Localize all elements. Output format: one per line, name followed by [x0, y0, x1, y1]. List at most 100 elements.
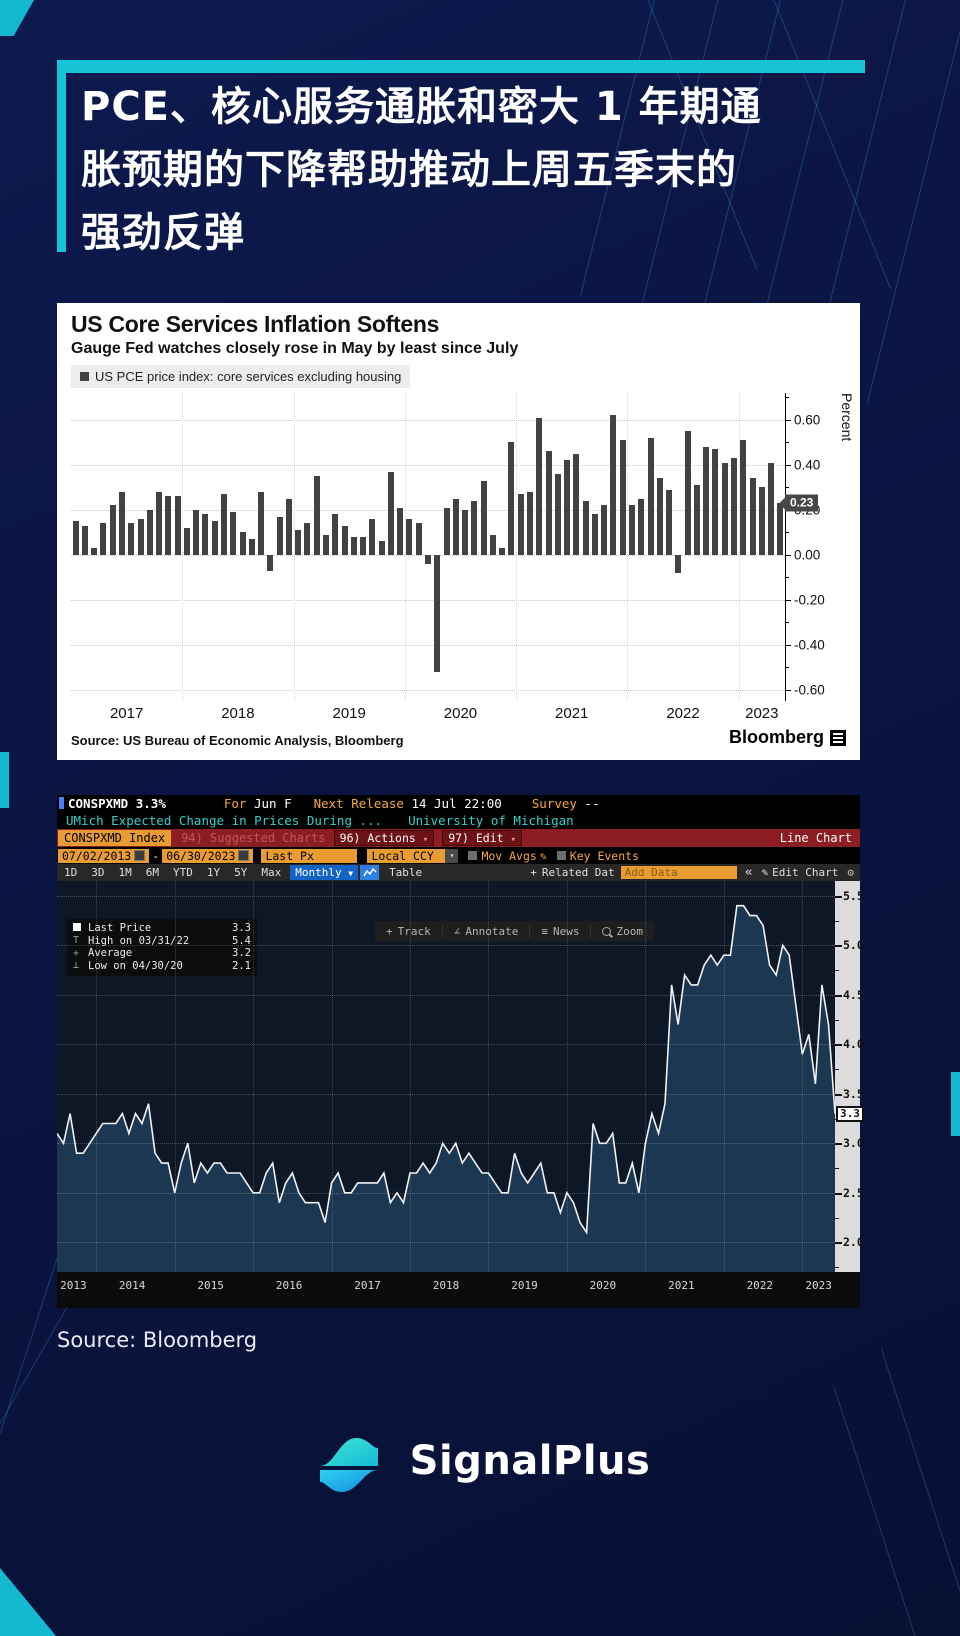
line-chart-icon[interactable] — [360, 865, 380, 880]
bar — [128, 523, 135, 555]
terminal-menubar: CONSPXMD Index 94) Suggested Charts 96) … — [57, 829, 860, 847]
pencil-icon[interactable]: ✎ — [539, 848, 547, 863]
pce-chart-card: US Core Services Inflation Softens Gauge… — [57, 303, 860, 760]
y-axis-label: 4.5 — [843, 987, 864, 1002]
tick-mark — [835, 895, 842, 898]
gridline — [488, 881, 490, 1272]
y-axis-label: 0.00 — [794, 547, 821, 563]
date-from-field[interactable]: 07/02/2013 — [58, 848, 150, 863]
bar — [693, 485, 700, 555]
related-data-label[interactable]: Related Dat — [541, 866, 615, 879]
y-axis-title: Percent — [839, 393, 855, 442]
bar — [248, 539, 255, 555]
collapse-button[interactable]: « — [744, 865, 753, 880]
bar — [508, 442, 515, 555]
bar — [462, 509, 469, 555]
headline-accent-left — [57, 60, 66, 252]
tick-mark — [835, 1044, 842, 1047]
calendar-icon[interactable] — [134, 850, 146, 861]
gridline — [71, 464, 785, 466]
y-axis-label: 2.5 — [843, 1185, 864, 1200]
news-tool[interactable]: ≡ News — [529, 924, 590, 938]
tick-mark — [835, 1143, 842, 1146]
gridline — [57, 1044, 835, 1046]
edit-menu[interactable]: 97) Edit ▾ — [442, 830, 522, 846]
bloomberg-label: Bloomberg — [728, 727, 824, 747]
series-node-icon — [73, 922, 88, 934]
period-3d[interactable]: 3D — [91, 866, 105, 879]
bar — [341, 525, 348, 555]
currency-field[interactable]: Local CCY — [367, 848, 446, 863]
cursor-mark-icon — [59, 797, 64, 809]
gridline — [566, 881, 568, 1272]
track-tool[interactable]: + Track — [386, 924, 431, 938]
period-1m[interactable]: 1M — [118, 866, 132, 879]
bar — [211, 521, 218, 555]
calendar-icon[interactable] — [238, 850, 250, 861]
period-1y[interactable]: 1Y — [206, 866, 221, 879]
terminal-description-row: UMich Expected Change in Prices During .… — [57, 812, 860, 829]
gridline — [57, 1242, 835, 1244]
table-button[interactable]: Table — [389, 866, 423, 879]
tick-mark — [835, 1267, 839, 1269]
decor-accent — [951, 1072, 960, 1136]
bloomberg-logo-icon — [830, 729, 846, 746]
period-ytd[interactable]: YTD — [173, 866, 193, 879]
zoom-tool[interactable]: Zoom — [590, 924, 654, 938]
low-marker-icon: ⊥ — [73, 960, 80, 972]
edit-chart-button[interactable]: Edit Chart — [772, 866, 839, 879]
bar — [573, 453, 580, 555]
x-axis-label: 2020 — [589, 1279, 617, 1292]
price-field[interactable]: Last Px — [261, 848, 358, 863]
key-events-checkbox[interactable] — [556, 851, 566, 860]
security-field[interactable]: CONSPXMD Index — [58, 830, 172, 846]
actions-menu[interactable]: 96) Actions ▾ — [333, 830, 435, 846]
bar — [156, 491, 163, 555]
bar — [350, 536, 357, 555]
for-value: Jun F — [253, 796, 292, 811]
gridline — [645, 881, 647, 1272]
period-1d[interactable]: 1D — [64, 866, 78, 879]
add-data-input[interactable] — [620, 866, 737, 879]
pce-x-axis: 2017 2018 2019 2020 2021 2022 2023 — [71, 705, 785, 723]
suggested-charts-menu[interactable]: 94) Suggested Charts — [181, 831, 326, 845]
y-axis-label: 5.5 — [843, 888, 864, 903]
bar — [499, 548, 506, 555]
tick-mark — [785, 689, 789, 691]
annotate-tool[interactable]: ∠ Annotate — [441, 924, 530, 938]
gridline — [404, 393, 406, 701]
legend-label: US PCE price index: core services exclud… — [95, 369, 402, 384]
x-axis-label: 2022 — [666, 705, 700, 722]
chevron-down-icon: ▾ — [422, 835, 429, 845]
chart-subtitle: Gauge Fed watches closely rose in May by… — [71, 340, 519, 357]
chart-source: Source: US Bureau of Economic Analysis, … — [71, 733, 404, 748]
bar — [471, 500, 478, 555]
frequency-dropdown[interactable]: Monthly ▼ — [290, 865, 359, 880]
period-5y[interactable]: 5Y — [234, 866, 248, 879]
gridline — [71, 419, 785, 421]
gridline — [516, 393, 518, 701]
period-6m[interactable]: 6M — [145, 866, 159, 879]
key-events-label: Key Events — [569, 848, 640, 863]
mov-avgs-checkbox[interactable] — [468, 851, 478, 860]
brand-name: SignalPlus — [409, 1438, 651, 1484]
tick-mark — [785, 532, 789, 534]
for-label: For — [223, 796, 247, 811]
tick-mark — [835, 920, 839, 922]
bar — [443, 507, 450, 555]
security-description: UMich Expected Change in Prices During .… — [66, 813, 383, 828]
chart-tools-strip: + Track ∠ Annotate ≡ News Zoom — [375, 921, 654, 941]
brand-footer: SignalPlus — [0, 1422, 960, 1500]
headline-line-1: PCE、核心服务通胀和密大 1 年期通 — [81, 84, 762, 130]
chevron-down-icon[interactable]: ▾ — [445, 848, 459, 863]
date-to-field[interactable]: 06/30/2023 — [162, 848, 254, 863]
decor-line — [866, 0, 960, 404]
tick-mark — [835, 1242, 842, 1245]
bar — [285, 498, 292, 555]
period-max[interactable]: Max — [261, 866, 282, 879]
gear-icon[interactable]: ⚙ — [847, 866, 854, 879]
bar — [777, 503, 784, 555]
bar — [582, 500, 589, 555]
decor-accent — [0, 0, 34, 36]
